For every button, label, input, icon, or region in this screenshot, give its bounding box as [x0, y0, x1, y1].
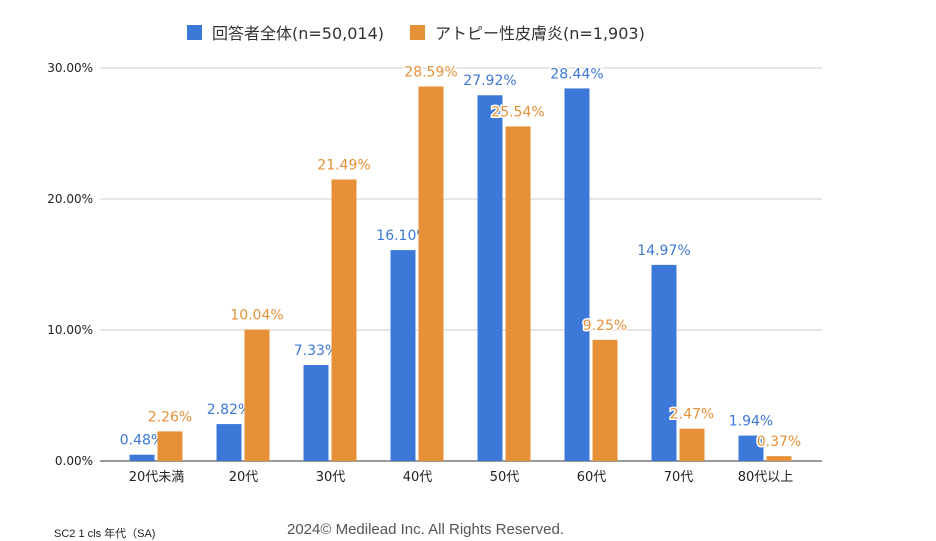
- x-tick-label: 40代: [403, 470, 433, 485]
- data-label: 2.26%: [148, 409, 192, 425]
- x-tick-label: 60代: [577, 470, 607, 485]
- x-tick-label: 20代: [229, 470, 259, 485]
- data-label: 2.82%: [207, 402, 251, 418]
- x-tick-label: 50代: [490, 470, 520, 485]
- x-tick-label: 30代: [316, 470, 346, 485]
- bar-chart: 0.00% 10.00% 20.00% 30.00% 20代未満 0.48% 2.26% 20…: [47, 24, 822, 485]
- data-label: 0.37%: [757, 434, 801, 450]
- data-label: 28.44%: [550, 66, 603, 82]
- bar: [418, 86, 444, 461]
- data-label: 14.97%: [637, 243, 690, 259]
- data-label: 21.49%: [317, 157, 370, 173]
- legend-swatch: [410, 25, 425, 40]
- data-label: 27.92%: [463, 73, 516, 89]
- bar: [216, 424, 242, 461]
- bar: [564, 88, 590, 461]
- bar: [679, 428, 705, 461]
- y-tick-label: 0.00%: [55, 454, 93, 468]
- data-label: 16.10%: [376, 228, 429, 244]
- data-label: 28.59%: [404, 64, 457, 80]
- data-label: 10.04%: [230, 307, 283, 323]
- bar: [244, 329, 270, 461]
- data-label: 7.33%: [294, 343, 338, 359]
- bar: [505, 126, 531, 462]
- bar: [331, 179, 357, 461]
- bar: [129, 454, 155, 461]
- copyright: 2024© Medilead Inc. All Rights Reserved.: [287, 521, 565, 538]
- bar: [477, 95, 503, 462]
- data-label: 2.47%: [670, 407, 714, 423]
- data-label: 0.48%: [120, 433, 164, 449]
- legend-label: アトピー性皮膚炎(n=1,903): [435, 24, 645, 43]
- bar: [592, 339, 618, 461]
- question-code: SC2 1 cls 年代（SA): [54, 528, 156, 540]
- bar: [651, 264, 677, 461]
- data-label: 1.94%: [729, 414, 773, 430]
- bar: [766, 456, 792, 461]
- x-tick-label: 80代以上: [738, 470, 794, 485]
- y-tick-label: 10.00%: [47, 323, 93, 337]
- bar: [303, 364, 329, 461]
- bar: [390, 250, 416, 461]
- data-label: 9.25%: [583, 318, 627, 334]
- y-tick-label: 30.00%: [47, 61, 93, 75]
- bar: [157, 431, 183, 461]
- x-tick-label: 20代未満: [129, 470, 185, 485]
- bar: [738, 435, 764, 461]
- legend-label: 回答者全体(n=50,014): [212, 24, 384, 43]
- y-tick-label: 20.00%: [47, 192, 93, 206]
- legend-swatch: [187, 25, 202, 40]
- data-label: 25.54%: [491, 104, 544, 120]
- x-tick-label: 70代: [664, 470, 694, 485]
